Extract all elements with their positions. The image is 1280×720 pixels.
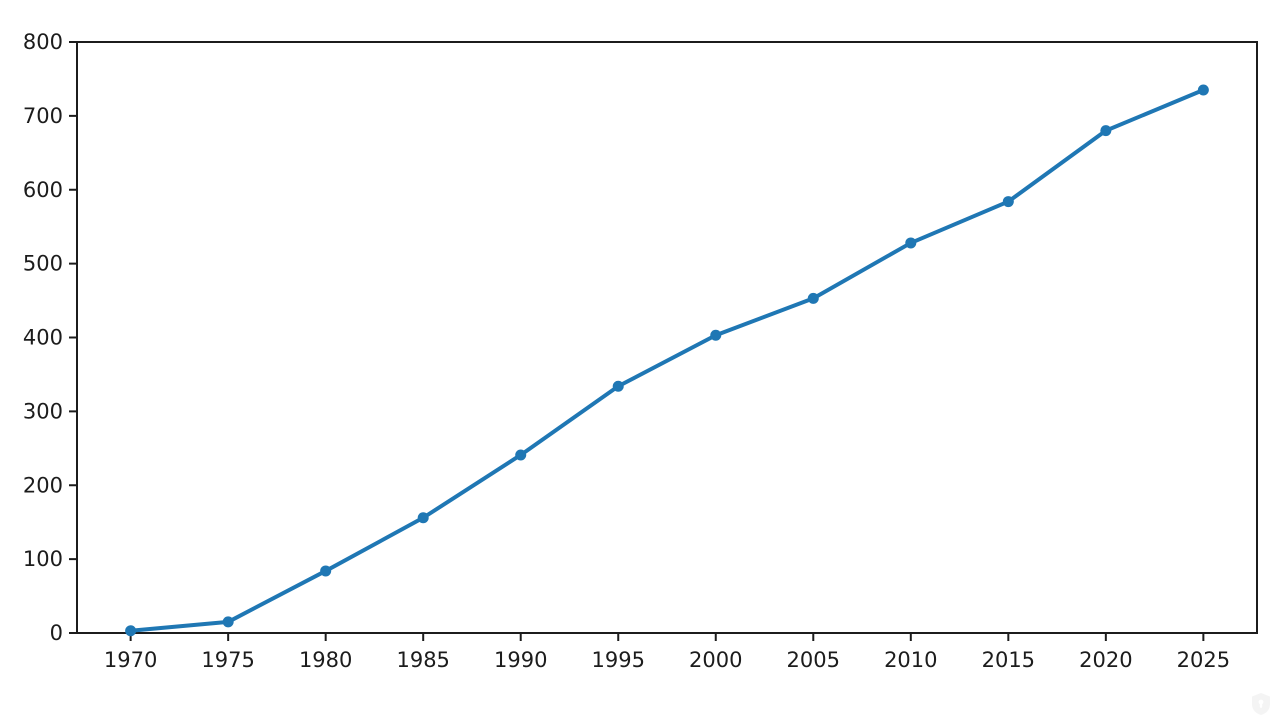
data-point-marker — [807, 292, 819, 304]
data-point-marker — [320, 565, 332, 577]
x-tick-label: 1990 — [494, 648, 547, 672]
data-point-marker — [1100, 125, 1112, 137]
y-tick-label: 500 — [23, 252, 63, 276]
axes-spines — [76, 41, 1258, 634]
y-tick-label: 600 — [23, 178, 63, 202]
data-point-marker — [417, 512, 429, 524]
data-point-marker — [515, 449, 527, 461]
data-point-marker — [612, 380, 624, 392]
y-tick-label: 100 — [23, 547, 63, 571]
data-point-marker — [905, 237, 917, 249]
data-point-marker — [1197, 84, 1209, 96]
x-tick-label: 2025 — [1177, 648, 1230, 672]
x-tick-label: 1980 — [299, 648, 352, 672]
data-point-marker — [125, 625, 137, 637]
y-tick-label: 400 — [23, 326, 63, 350]
y-tick-label: 200 — [23, 473, 63, 497]
x-tick-label: 1970 — [104, 648, 157, 672]
x-tick-label: 2000 — [689, 648, 742, 672]
data-point-marker — [1002, 196, 1014, 208]
y-tick-label: 800 — [23, 30, 63, 54]
y-tick-label: 0 — [50, 621, 63, 645]
x-tick-label: 2010 — [884, 648, 937, 672]
x-tick-label: 1985 — [396, 648, 449, 672]
data-point-marker — [222, 616, 234, 628]
y-tick-label: 700 — [23, 104, 63, 128]
x-tick-label: 2015 — [982, 648, 1035, 672]
y-tick-label: 300 — [23, 399, 63, 423]
data-point-marker — [710, 329, 722, 341]
x-tick-label: 1995 — [592, 648, 645, 672]
x-tick-label: 2020 — [1079, 648, 1132, 672]
x-tick-label: 1975 — [201, 648, 254, 672]
x-tick-label: 2005 — [787, 648, 840, 672]
data-line — [128, 88, 1206, 633]
